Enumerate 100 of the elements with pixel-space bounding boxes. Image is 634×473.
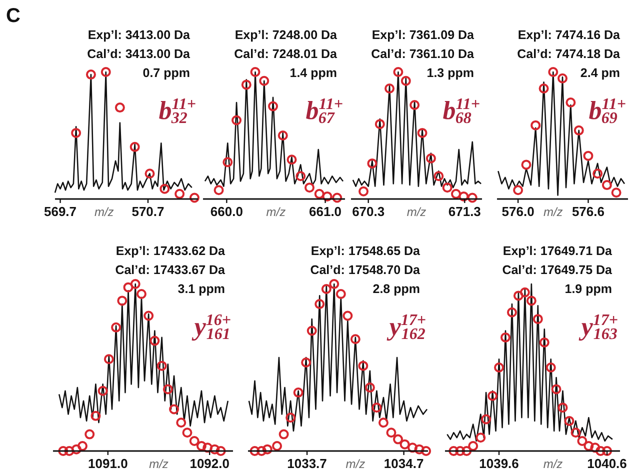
point <box>577 436 588 446</box>
x-tick-label: 1091.0 <box>88 456 128 471</box>
point <box>592 168 603 179</box>
point <box>526 296 536 306</box>
text: Cal’d: 17649.75 Da <box>502 263 614 277</box>
text: Cal’d: 7474.18 Da <box>517 47 622 61</box>
x-tick-label: 1034.7 <box>384 456 424 471</box>
point <box>400 76 411 86</box>
point <box>250 446 260 456</box>
point <box>551 384 562 394</box>
x-axis-title: m/z <box>149 457 168 471</box>
point <box>144 310 154 321</box>
point <box>111 322 122 332</box>
point <box>513 185 524 196</box>
point <box>570 428 581 438</box>
point <box>558 73 568 84</box>
point <box>232 115 242 126</box>
annotation: 1.3 ppm <box>426 66 474 80</box>
point <box>278 130 288 140</box>
point <box>114 102 125 113</box>
point <box>286 154 297 165</box>
point <box>259 76 270 86</box>
point <box>268 101 278 112</box>
point <box>293 388 304 398</box>
point <box>448 446 459 456</box>
point <box>278 429 289 440</box>
x-tick-label: 569.7 <box>44 204 77 219</box>
point <box>176 418 186 428</box>
text: Exp’l: 17548.65 Da <box>310 244 422 258</box>
point <box>350 334 360 344</box>
point <box>321 284 332 294</box>
point <box>408 442 418 453</box>
point <box>364 382 375 393</box>
text: Exp’l: 17649.71 Da <box>502 244 614 258</box>
text: Cal’d: 7248.01 Da <box>234 47 338 61</box>
point <box>467 192 478 203</box>
point <box>86 70 96 80</box>
point <box>564 416 574 426</box>
point <box>358 360 368 371</box>
point <box>250 67 260 77</box>
annotation: 3.1 ppm <box>178 282 225 296</box>
x-axis-title: m/z <box>406 205 426 219</box>
point <box>538 84 549 94</box>
point <box>189 436 200 446</box>
point <box>458 191 469 202</box>
point <box>130 142 140 152</box>
point <box>539 337 550 348</box>
point <box>417 128 428 138</box>
text: Exp’l: 7361.09 Da <box>372 28 476 42</box>
point <box>182 428 192 438</box>
point <box>494 362 504 372</box>
point <box>500 332 510 342</box>
point <box>421 446 432 456</box>
text: C <box>6 5 20 27</box>
point <box>590 442 600 453</box>
point <box>296 171 306 182</box>
point <box>306 326 317 336</box>
annotation: 1.9 ppm <box>564 282 612 296</box>
point <box>548 67 558 77</box>
point <box>602 180 612 190</box>
point <box>286 412 296 423</box>
point <box>583 150 594 161</box>
point <box>144 168 155 179</box>
point <box>378 418 388 428</box>
point <box>104 354 114 364</box>
x-tick-label: 1039.6 <box>479 456 519 471</box>
point <box>123 282 134 292</box>
point <box>450 188 461 199</box>
annotation: 0.7 ppm <box>142 66 190 80</box>
x-tick-label: 661.0 <box>309 204 342 219</box>
x-tick-label: 670.3 <box>352 204 385 219</box>
x-tick-label: 576.6 <box>572 204 605 219</box>
point <box>584 440 594 451</box>
point <box>304 182 314 193</box>
point <box>414 444 424 454</box>
annotation: 1.4 ppm <box>290 66 337 80</box>
point <box>367 158 378 168</box>
point <box>84 429 95 440</box>
text: Cal’d: 17548.70 Da <box>310 263 422 277</box>
point <box>400 439 410 450</box>
point <box>566 97 576 108</box>
point <box>488 390 498 401</box>
point <box>58 446 68 456</box>
point <box>596 446 606 456</box>
point <box>358 186 369 196</box>
point <box>476 432 486 443</box>
point <box>241 80 252 90</box>
point <box>374 119 385 130</box>
point <box>481 414 492 424</box>
point <box>442 182 452 193</box>
x-tick-label: 1033.7 <box>287 456 327 471</box>
point <box>117 296 128 306</box>
x-tick-label: 1092.0 <box>190 456 230 471</box>
point <box>314 188 324 199</box>
point <box>384 84 395 94</box>
x-tick-label: 671.3 <box>448 204 481 219</box>
point <box>169 404 180 414</box>
point <box>136 289 146 300</box>
text: Cal’d: 3413.00 Da <box>87 47 192 61</box>
point <box>513 290 524 301</box>
